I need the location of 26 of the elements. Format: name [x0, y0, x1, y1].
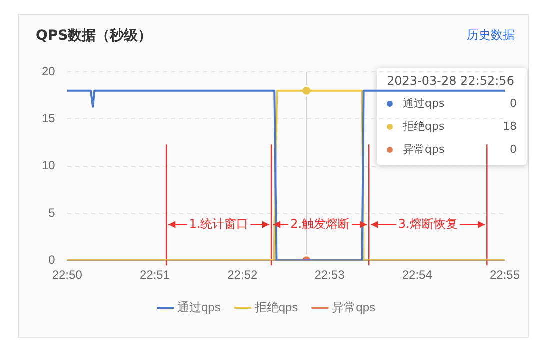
- legend-label: 异常qps: [332, 300, 376, 314]
- annotation: 18: [503, 120, 517, 133]
- text: 异常qps: [403, 143, 445, 156]
- text: 拒绝qps: [254, 300, 298, 314]
- x-tick-label: 22:55: [490, 268, 520, 282]
- y-tick-label: 15: [42, 111, 56, 126]
- legend-label: 通过qps: [403, 96, 446, 111]
- x-tick-label: 22:53: [314, 268, 346, 282]
- annotation: 2023-03-28 22:52:56: [387, 74, 516, 88]
- x-tick-label: 22:50: [52, 268, 83, 282]
- y-tick-label: 10: [42, 158, 56, 173]
- text: 0: [510, 97, 517, 110]
- annotation: 3.熔断恢复: [398, 216, 458, 231]
- y-tick-label: 20: [42, 64, 56, 78]
- y-tick-label: 5: [48, 206, 56, 220]
- y-tick-label: 0: [48, 252, 56, 267]
- text: 0: [510, 143, 517, 156]
- text: 通过qps: [177, 300, 221, 314]
- annotation: 1.统计窗口: [189, 216, 249, 231]
- chart-title: QPS数据（秒级）: [36, 27, 152, 45]
- x-tick-label: 22:52: [228, 268, 258, 282]
- x-tick-label: 22:51: [140, 268, 170, 282]
- annotation: 2.触发熔断: [290, 216, 350, 231]
- x-tick-label: 22:54: [402, 268, 433, 282]
- text: 历史数据: [467, 27, 515, 44]
- legend-label: 拒绝qps: [403, 119, 446, 134]
